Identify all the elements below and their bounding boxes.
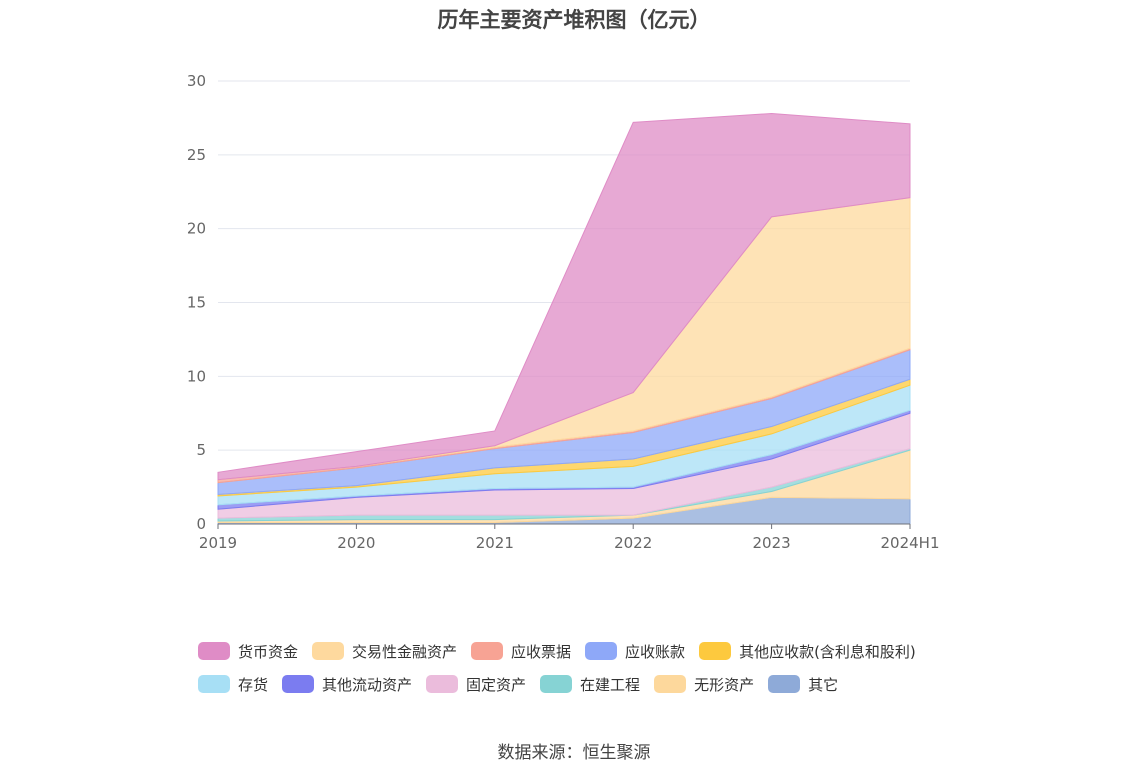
legend-item[interactable]: 无形资产: [654, 674, 754, 695]
legend-label: 其他流动资产: [322, 675, 413, 694]
legend-item[interactable]: 应收票据: [471, 641, 571, 662]
x-tick-label: 2022: [614, 534, 652, 552]
legend-item[interactable]: 存货: [198, 674, 268, 695]
legend-swatch: [471, 642, 504, 660]
legend-item[interactable]: 货币资金: [198, 641, 298, 662]
legend: 货币资金 交易性金融资产 应收票据 应收账款 其他应收款(含利息和股利) 存货 其他流动资产…: [198, 640, 998, 706]
legend-item[interactable]: 其他流动资产: [282, 674, 412, 695]
area-series-10: [217, 112, 911, 481]
legend-label: 货币资金: [238, 642, 299, 661]
legend-label: 应收账款: [625, 642, 686, 661]
y-tick-label: 15: [187, 294, 206, 312]
source-note: 数据来源：恒生聚源: [497, 743, 651, 763]
legend-label: 其他应收款(含利息和股利): [739, 642, 916, 661]
y-tick-label: 5: [196, 441, 206, 459]
legend-item[interactable]: 交易性金融资产: [312, 641, 457, 662]
legend-label: 固定资产: [466, 675, 527, 694]
legend-item[interactable]: 其它: [768, 674, 838, 695]
legend-row: 货币资金 交易性金融资产 应收票据 应收账款 其他应收款(含利息和股利): [198, 640, 998, 662]
chart-title: 历年主要资产堆积图（亿元）: [437, 8, 711, 32]
x-tick-label: 2024H1: [881, 534, 940, 552]
legend-swatch: [198, 675, 230, 693]
y-tick-label: 0: [196, 515, 206, 533]
legend-swatch: [540, 675, 573, 693]
legend-item[interactable]: 其他应收款(含利息和股利): [699, 641, 916, 662]
legend-swatch: [699, 642, 732, 660]
y-tick-label: 20: [187, 220, 206, 238]
legend-label: 其它: [808, 675, 839, 694]
y-tick-label: 30: [187, 72, 206, 90]
legend-swatch: [654, 675, 687, 693]
legend-label: 应收票据: [511, 642, 572, 661]
legend-item[interactable]: 应收账款: [585, 641, 685, 662]
legend-swatch: [312, 642, 345, 660]
legend-label: 无形资产: [694, 675, 755, 694]
axes: 0 5 10 15 20 25 30 2019 2020 2021 2022 2023 2024H1: [187, 72, 940, 552]
legend-item[interactable]: 固定资产: [426, 674, 526, 695]
legend-item[interactable]: 在建工程: [540, 674, 640, 695]
legend-label: 存货: [238, 675, 269, 694]
y-tick-label: 25: [187, 146, 206, 164]
legend-row: 存货 其他流动资产 固定资产 在建工程 无形资产 其它: [198, 673, 998, 695]
y-tick-label: 10: [187, 367, 206, 385]
legend-label: 在建工程: [580, 675, 641, 694]
x-tick-label: 2020: [337, 534, 375, 552]
legend-swatch: [426, 675, 459, 693]
legend-label: 交易性金融资产: [352, 642, 458, 661]
legend-swatch: [282, 675, 315, 693]
x-tick-label: 2021: [476, 534, 514, 552]
legend-swatch: [768, 675, 801, 693]
area-series: [217, 112, 911, 525]
legend-swatch: [198, 642, 230, 660]
x-tick-label: 2023: [753, 534, 791, 552]
x-tick-label: 2019: [199, 534, 237, 552]
legend-swatch: [585, 642, 618, 660]
